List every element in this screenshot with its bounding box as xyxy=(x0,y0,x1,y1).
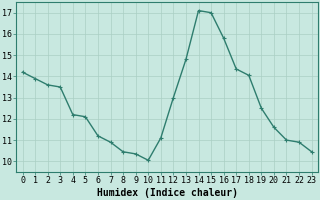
X-axis label: Humidex (Indice chaleur): Humidex (Indice chaleur) xyxy=(97,188,237,198)
